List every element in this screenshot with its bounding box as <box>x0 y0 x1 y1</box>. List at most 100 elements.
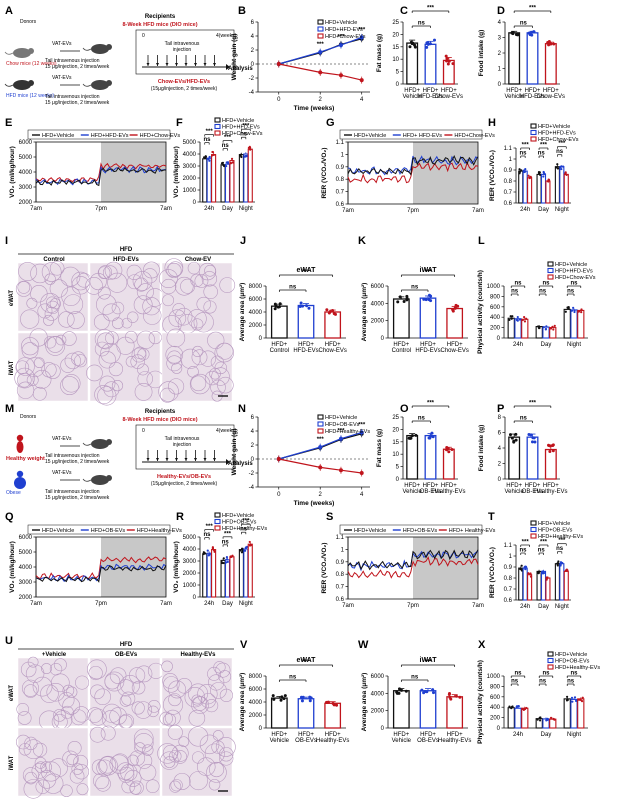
adipocyte <box>14 367 35 389</box>
data-point <box>529 175 532 178</box>
adipocyte <box>173 772 191 790</box>
y-tick-label: 0 <box>497 726 501 732</box>
mouse-icon <box>28 80 34 86</box>
y-tick-label: 0 <box>498 82 502 88</box>
x-tick-label: 24h <box>520 604 530 610</box>
data-point <box>546 40 550 44</box>
mouse-icon <box>106 44 112 50</box>
injection-text-1: Tail intravenous injection <box>45 58 100 64</box>
sig-label: ns <box>539 679 547 685</box>
bar <box>544 43 557 85</box>
adipocyte <box>93 772 110 789</box>
data-point <box>338 468 343 473</box>
sig-label: ns <box>514 671 522 677</box>
series-line <box>35 565 167 583</box>
adipocyte <box>99 375 116 392</box>
bar <box>224 163 231 203</box>
donor-title: Donors <box>20 19 37 25</box>
chart-title: iWAT <box>420 657 438 664</box>
adipocyte <box>191 694 203 706</box>
x-tick-label: Night <box>555 604 569 610</box>
data-point <box>338 43 343 48</box>
panel-letter-t: T <box>488 511 495 523</box>
data-point <box>510 317 513 320</box>
legend-swatch <box>530 533 537 539</box>
adipocyte <box>44 306 59 321</box>
adipocyte <box>166 328 186 348</box>
adipocyte <box>214 361 227 374</box>
y-tick-label: 3000 <box>19 185 33 191</box>
sig-label: *** <box>427 401 435 407</box>
schematic-2: Donors Recipients 8-Week HFD mice (DIO mic… <box>6 409 253 501</box>
adipocyte <box>41 362 57 378</box>
y-tick-label: 6000 <box>371 284 385 290</box>
data-point <box>298 304 302 308</box>
data-point <box>240 551 244 554</box>
data-point <box>325 308 329 312</box>
adipocyte <box>74 354 88 368</box>
histology-grid-1: HFD Control HFD-EVs Chow-EV eWAT iWAT <box>9 247 236 406</box>
data-point <box>545 578 548 581</box>
data-point <box>566 698 569 701</box>
y-axis-label: RER (VCO₂/VO₂) <box>321 148 328 199</box>
data-point <box>580 308 583 311</box>
data-point <box>514 438 518 442</box>
adipocyte <box>20 309 40 329</box>
sig-label: *** <box>224 531 232 537</box>
legend-swatch <box>317 33 324 39</box>
data-point <box>398 295 402 299</box>
data-point <box>402 300 406 304</box>
adipocyte <box>111 301 125 315</box>
data-point <box>426 41 430 45</box>
adipocyte <box>143 261 160 279</box>
legend-entry: HFD+ HFD-EVs <box>403 133 443 139</box>
x-tick-label: Day <box>538 604 549 610</box>
bar <box>238 549 244 598</box>
legend-entry: HFD+OB-EVs <box>91 528 126 534</box>
data-point <box>532 436 536 440</box>
adipocyte <box>111 380 124 392</box>
data-point <box>508 318 511 322</box>
bar <box>526 32 539 85</box>
adipocyte <box>174 307 193 326</box>
legend-box <box>339 129 483 140</box>
panel-letter-b: B <box>238 5 246 17</box>
adipocyte <box>210 682 227 699</box>
y-axis-label: Fat mass (g) <box>376 429 383 467</box>
adipocyte <box>43 314 54 326</box>
y-tick-label: 4000 <box>19 170 33 176</box>
data-point <box>539 716 542 719</box>
data-point <box>458 695 462 699</box>
adipocyte <box>32 676 53 697</box>
data-point <box>225 561 228 564</box>
dark-phase-shade <box>101 142 166 202</box>
timeline-box <box>135 29 235 75</box>
data-point <box>332 312 336 316</box>
adipocyte <box>34 757 47 769</box>
adipocyte <box>187 309 207 329</box>
x-tick-label: 7am <box>30 601 42 607</box>
chart-t: 0.6 0.7 0.8 0.9 1 1.1 RER (VCO₂/VO₂) 24h *** ns Da… <box>489 520 583 610</box>
x-tick-label: HFD+ <box>298 732 314 738</box>
person-icon <box>16 470 24 478</box>
y-tick-label: 0 <box>396 82 400 88</box>
data-point <box>556 564 559 567</box>
sig-label: *** <box>242 519 250 525</box>
adipocyte <box>194 274 209 288</box>
sig-label: ns <box>542 281 550 287</box>
y-tick-label: -4 <box>249 485 255 491</box>
panel-letter-r: R <box>176 511 184 523</box>
bar <box>570 309 578 339</box>
series-line <box>35 166 166 187</box>
data-point <box>278 302 282 306</box>
histology-row-label: eWAT <box>9 290 15 307</box>
y-tick-label: 2 <box>498 462 502 468</box>
legend-box <box>27 524 171 535</box>
bar <box>406 42 419 85</box>
adipocyte <box>136 753 153 769</box>
y-tick-label: 10 <box>392 57 399 63</box>
sig-label: *** <box>317 437 325 443</box>
data-point <box>222 561 225 565</box>
bar <box>442 448 455 480</box>
